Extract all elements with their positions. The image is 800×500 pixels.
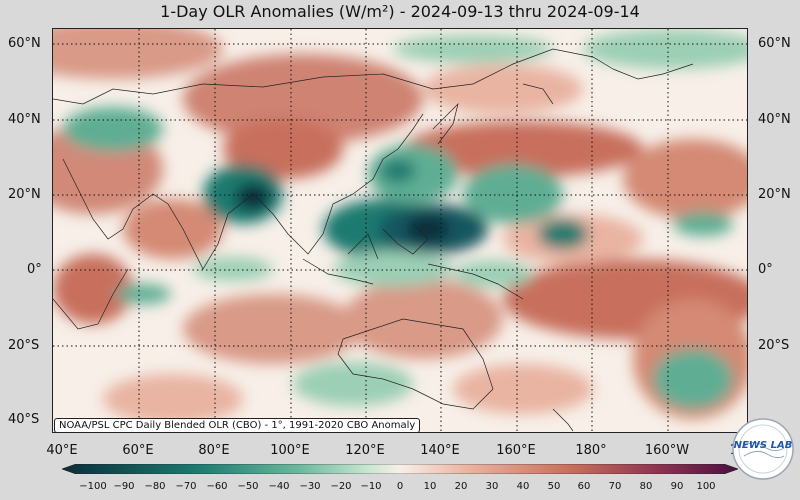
lat-label-right: 0° (758, 262, 773, 277)
colorbar-tick: 20 (454, 481, 468, 492)
colorbar-tick: 60 (577, 481, 591, 492)
colorbar-tick: −60 (206, 481, 228, 492)
colorbar-tick: −70 (175, 481, 197, 492)
news-lab-logo: NEWS LAB (732, 418, 794, 480)
lat-label-left: 40°S (8, 412, 40, 427)
colorbar-tick: 0 (396, 481, 404, 492)
colorbar-tick: 90 (670, 481, 684, 492)
colorbar-tick: −80 (144, 481, 166, 492)
colorbar-tick: −100 (79, 481, 107, 492)
logo-text: NEWS LAB (734, 440, 793, 451)
lon-label: 40°E (46, 443, 78, 458)
lat-label-left: 20°S (8, 338, 40, 353)
lon-label: 100°E (270, 443, 310, 458)
lon-label: 80°E (198, 443, 230, 458)
map-title: 1-Day OLR Anomalies (W/m²) - 2024-09-13 … (160, 2, 640, 21)
colorbar (62, 464, 738, 474)
colorbar-tick: 30 (485, 481, 499, 492)
lon-label: 160°W (644, 443, 690, 458)
colorbar-tick: 40 (516, 481, 530, 492)
lon-label: 160°E (496, 443, 536, 458)
colorbar-tick: 50 (547, 481, 561, 492)
lat-label-right: 20°N (758, 187, 791, 202)
lon-label: 180° (575, 443, 607, 458)
lon-label: 140°E (420, 443, 460, 458)
lat-label-left: 40°N (8, 112, 41, 127)
lat-label-right: 60°N (758, 36, 791, 51)
lat-label-right: 20°S (758, 338, 790, 353)
lat-label-left: 20°N (8, 187, 41, 202)
anomaly-field (53, 29, 747, 424)
colorbar-tick: −40 (268, 481, 290, 492)
colorbar-tick: −30 (299, 481, 321, 492)
colorbar-tick: 80 (639, 481, 653, 492)
olr-anomaly-map (52, 28, 748, 433)
lon-label: 60°E (122, 443, 154, 458)
data-source-credit: NOAA/PSL CPC Daily Blended OLR (CBO) - 1… (54, 418, 421, 433)
colorbar-tick: 100 (696, 481, 716, 492)
lat-label-left: 0° (27, 262, 42, 277)
lon-label: 120°E (345, 443, 385, 458)
colorbar-tick: 10 (423, 481, 437, 492)
colorbar-tick: −10 (360, 481, 382, 492)
lat-label-right: 40°N (758, 112, 791, 127)
colorbar-tick: 70 (608, 481, 622, 492)
graticule (53, 29, 747, 432)
lat-label-left: 60°N (8, 36, 41, 51)
colorbar-tick: −50 (237, 481, 259, 492)
colorbar-tick: −20 (330, 481, 352, 492)
coastlines (53, 48, 694, 432)
colorbar-tick: −90 (113, 481, 135, 492)
colorbar-ticks: −100 −90 −80 −70 −60 −50 −40 −30 −20 −10… (0, 481, 800, 495)
